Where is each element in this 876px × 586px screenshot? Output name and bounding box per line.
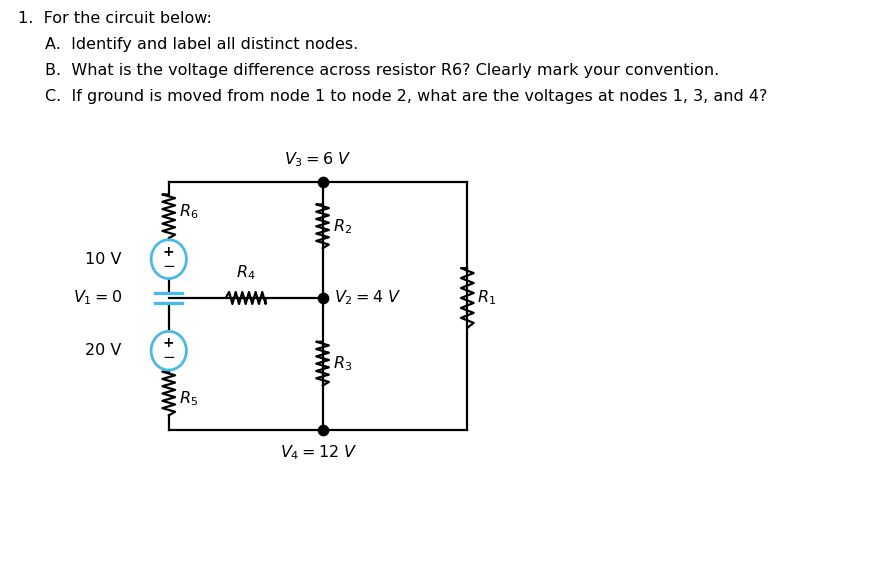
Text: $R_2$: $R_2$ xyxy=(333,217,351,236)
Text: $R_6$: $R_6$ xyxy=(179,202,198,221)
Text: C.  If ground is moved from node 1 to node 2, what are the voltages at nodes 1, : C. If ground is moved from node 1 to nod… xyxy=(45,89,767,104)
Text: $V_4 = 12$ V: $V_4 = 12$ V xyxy=(280,443,357,462)
Text: A.  Identify and label all distinct nodes.: A. Identify and label all distinct nodes… xyxy=(45,38,358,52)
Text: +: + xyxy=(163,336,174,350)
Text: 10 V: 10 V xyxy=(85,251,122,267)
Text: $V_1 = 0$: $V_1 = 0$ xyxy=(73,289,122,307)
Point xyxy=(315,425,329,435)
Text: $R_5$: $R_5$ xyxy=(179,389,198,408)
Text: B.  What is the voltage difference across resistor R6? Clearly mark your convent: B. What is the voltage difference across… xyxy=(45,63,719,78)
Text: $R_1$: $R_1$ xyxy=(477,289,497,307)
Text: $R_4$: $R_4$ xyxy=(236,263,256,282)
Text: $R_3$: $R_3$ xyxy=(333,355,352,373)
Text: 20 V: 20 V xyxy=(85,343,122,358)
Text: −: − xyxy=(162,258,175,274)
Point xyxy=(315,177,329,186)
Text: +: + xyxy=(163,245,174,258)
Text: $V_3 = 6$ V: $V_3 = 6$ V xyxy=(285,150,351,169)
Point xyxy=(315,293,329,302)
Text: −: − xyxy=(162,350,175,365)
Text: $V_2 = 4$ V: $V_2 = 4$ V xyxy=(335,289,401,307)
Text: 1.  For the circuit below:: 1. For the circuit below: xyxy=(18,11,211,26)
